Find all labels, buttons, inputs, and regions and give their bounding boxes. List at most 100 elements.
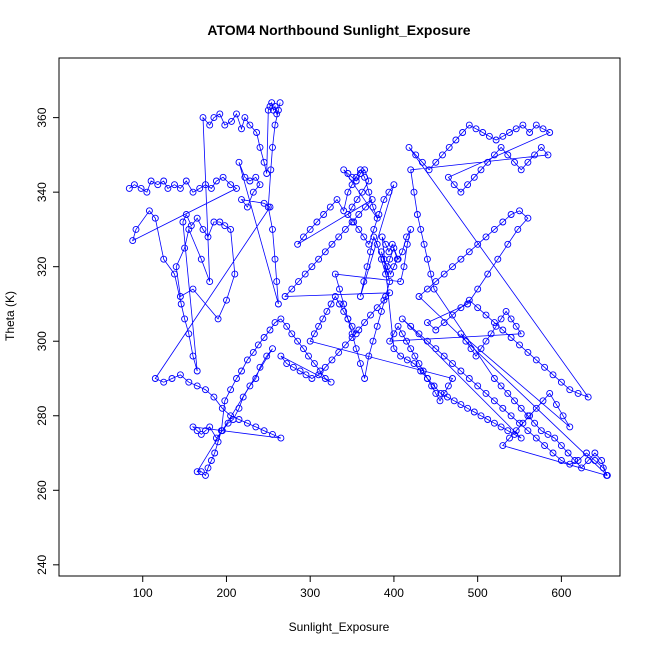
data-point (430, 382, 438, 390)
data-point (507, 211, 515, 218)
data-point (428, 382, 436, 390)
data-point (571, 457, 579, 464)
data-point (519, 121, 527, 129)
data-point (440, 319, 448, 327)
data-point (544, 430, 552, 438)
data-point (271, 255, 279, 263)
data-point (300, 345, 307, 353)
x-tick-label: 600 (551, 586, 571, 600)
data-point (260, 427, 268, 435)
data-point (271, 121, 279, 129)
data-point (504, 151, 512, 159)
data-point (360, 278, 368, 286)
data-point (276, 99, 284, 107)
data-point (143, 188, 151, 196)
y-tick-label: 240 (35, 554, 49, 574)
data-point (482, 311, 490, 319)
data-point (457, 188, 465, 196)
data-point (323, 307, 331, 315)
data-point (591, 449, 599, 457)
data-point (335, 348, 343, 356)
data-point (274, 300, 282, 308)
data-point (420, 240, 428, 248)
data-point (348, 330, 356, 338)
data-point (221, 397, 229, 405)
data-point (214, 315, 222, 323)
data-point (465, 375, 473, 382)
data-point (419, 367, 427, 375)
data-point (348, 203, 356, 211)
data-point (514, 225, 522, 233)
data-point (504, 427, 512, 435)
data-point (499, 404, 507, 412)
data-point (340, 166, 348, 174)
data-point (537, 143, 545, 151)
data-point (398, 248, 406, 256)
data-point (361, 319, 369, 327)
data-point (450, 181, 458, 189)
data-point (477, 412, 485, 420)
data-point (241, 173, 249, 181)
data-point (263, 352, 271, 360)
data-point (407, 322, 415, 330)
data-point (524, 427, 532, 435)
data-point (288, 330, 296, 338)
data-point (411, 352, 419, 360)
data-point (369, 337, 377, 345)
data-point (266, 326, 274, 334)
data-point (539, 397, 547, 405)
data-point (176, 184, 184, 192)
data-point (484, 158, 492, 166)
data-point (387, 270, 395, 278)
data-point (490, 225, 498, 233)
data-point (341, 225, 349, 233)
data-point (260, 334, 268, 341)
data-point (474, 382, 482, 390)
data-point (599, 464, 607, 472)
data-point (273, 278, 281, 286)
data-point (218, 404, 226, 412)
data-point (350, 218, 358, 226)
data-point (444, 173, 452, 181)
data-point (231, 270, 239, 278)
data-point (185, 225, 193, 233)
y-tick-label: 340 (35, 182, 49, 202)
data-point (482, 337, 490, 345)
data-point (474, 285, 482, 293)
data-point (358, 188, 366, 196)
data-point (531, 151, 539, 159)
data-point (512, 125, 520, 133)
data-point (193, 214, 201, 222)
data-point (197, 430, 205, 438)
data-point (331, 293, 339, 300)
data-point (472, 125, 480, 133)
data-point (583, 449, 590, 457)
data-point (465, 121, 473, 129)
data-point (440, 389, 448, 397)
data-point (367, 248, 374, 256)
data-point (308, 375, 316, 382)
data-point (526, 129, 534, 136)
data-point (179, 218, 187, 226)
data-point (403, 240, 411, 248)
data-point (415, 330, 423, 338)
data-point (365, 177, 373, 185)
data-point (355, 225, 363, 233)
data-point (430, 285, 438, 293)
data-point (273, 110, 281, 118)
data-point (598, 457, 606, 464)
data-point (507, 315, 515, 323)
data-point (269, 345, 276, 353)
data-point (472, 352, 480, 360)
data-point (281, 293, 289, 300)
data-point (497, 382, 505, 390)
data-point (235, 404, 243, 412)
y-axis-ticks: 240 260 280 300 320 340 360 (35, 107, 60, 575)
data-point (373, 304, 381, 312)
data-point (360, 233, 368, 241)
data-point (482, 233, 490, 241)
data-point (316, 367, 324, 375)
data-point (283, 360, 291, 368)
data-point (294, 337, 302, 345)
data-point (327, 300, 335, 308)
